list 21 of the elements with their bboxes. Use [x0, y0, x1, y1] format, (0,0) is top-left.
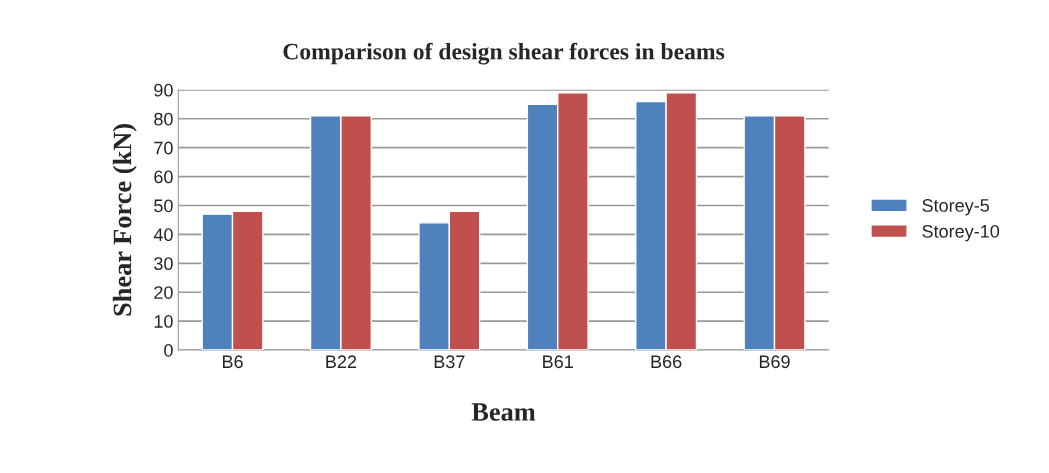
y-tick-label: 0	[164, 343, 173, 357]
x-tick-label: B66	[651, 355, 682, 369]
y-tick-label: 70	[154, 141, 173, 155]
x-tick-label: B22	[326, 355, 357, 368]
x-tick-label: B6	[222, 355, 243, 369]
y-tick-label: 40	[153, 228, 173, 242]
x-tick-label: B37	[434, 355, 465, 369]
x-axis-title: Beam	[471, 403, 536, 421]
y-tick-label: 60	[154, 170, 173, 184]
y-tick-label: 80	[154, 112, 173, 126]
y-tick-label: 50	[154, 199, 173, 213]
y-tick-label: 30	[154, 257, 173, 271]
x-tick-label: B69	[759, 355, 790, 369]
y-tick-label: 90	[154, 83, 173, 97]
chart-title: Comparison of design shear forces in beams	[283, 42, 725, 65]
x-tick-label: B61	[543, 355, 573, 369]
legend-label: Storey-5	[922, 199, 990, 216]
y-axis-title: Shear Force (kN)	[112, 124, 137, 316]
y-tick-label: 20	[154, 286, 173, 299]
legend-label: Storey-10	[922, 224, 1000, 242]
y-tick-label: 10	[154, 315, 173, 328]
